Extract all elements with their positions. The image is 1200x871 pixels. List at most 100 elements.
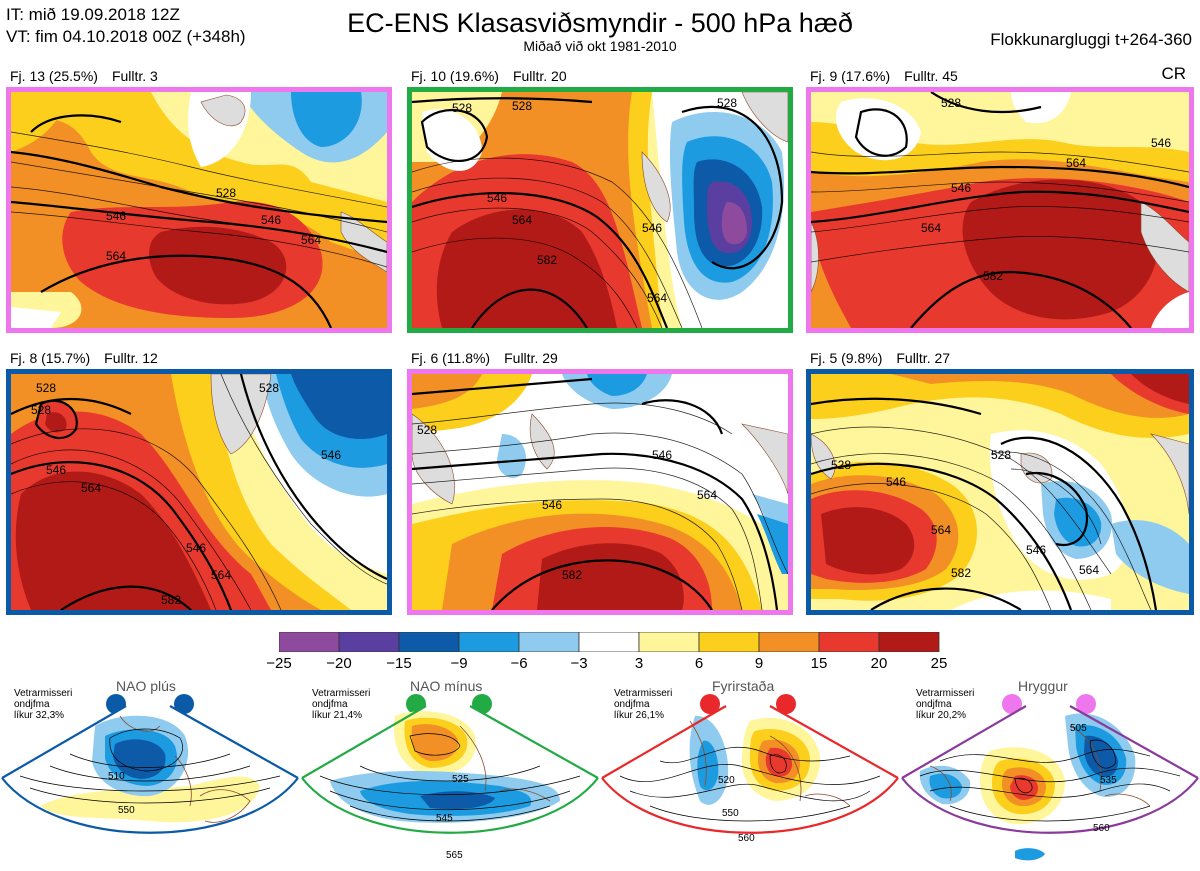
- contour-label: 520: [718, 775, 735, 786]
- clustering-window: Flokkunargluggi t+264-360: [990, 30, 1192, 49]
- contour-label: 564: [931, 523, 951, 537]
- cluster-map-5[interactable]: 528 546 546 564 582: [407, 369, 793, 615]
- contour-label: 546: [542, 498, 562, 512]
- contour-label: 546: [886, 475, 906, 489]
- contour-label: 535: [1100, 775, 1117, 786]
- contour-label: 528: [991, 448, 1011, 462]
- color-scale-tick: 6: [694, 655, 704, 672]
- contour-label: 560: [738, 833, 755, 844]
- contour-label: 564: [211, 568, 231, 582]
- contour-label: 528: [512, 99, 532, 113]
- cluster-map-2[interactable]: 528 528 528 546 546 564 582 564: [407, 87, 793, 333]
- regime-name: NAO plús: [116, 678, 176, 694]
- color-scale-swatch: [698, 632, 760, 652]
- regime-nao-plus[interactable]: NAO plús Vetrarmisseri ondjfma líkur 32,3%…: [0, 676, 300, 871]
- contour-label: 546: [951, 181, 971, 195]
- page-title: EC-ENS Klasasviðsmyndir - 500 hPa hæð: [347, 8, 853, 38]
- contour-label: 560: [1093, 823, 1110, 834]
- contour-label: 546: [1151, 136, 1171, 150]
- contour-label: 510: [108, 771, 125, 782]
- regime-marker-dot: [1076, 694, 1096, 714]
- color-scale-swatch: [818, 632, 880, 652]
- cluster-2-label: Fj. 10 (19.6%) Fulltr. 20: [411, 68, 567, 84]
- regime-marker-dot: [1002, 694, 1022, 714]
- regime-marker-dot: [174, 694, 194, 714]
- regime-note: Vetrarmisseri ondjfma líkur 20,2%: [916, 688, 975, 721]
- contour-label: 564: [106, 249, 126, 263]
- contour-label: 546: [46, 463, 66, 477]
- contour-label: 528: [941, 96, 961, 110]
- contour-label: 564: [647, 291, 667, 305]
- contour-label: 528: [216, 186, 236, 200]
- regime-marker-dot: [776, 694, 796, 714]
- contour-label: 550: [722, 808, 739, 819]
- regime-name: NAO mínus: [410, 678, 483, 694]
- color-scale-bar: [279, 632, 940, 652]
- page-subtitle: Miðað við okt 1981-2010: [523, 38, 677, 54]
- cluster-map-6[interactable]: 528 528 546 564 582 546 564: [806, 369, 1194, 615]
- cluster-6-label: Fj. 5 (9.8%) Fulltr. 27: [810, 350, 951, 366]
- contour-label: 546: [186, 541, 206, 555]
- color-scale-swatch: [458, 632, 520, 652]
- contour-label: 546: [261, 213, 281, 227]
- color-scale-swatch: [338, 632, 400, 652]
- contour-label: 564: [921, 221, 941, 235]
- contour-label: 564: [697, 488, 717, 502]
- contour-label: 528: [717, 96, 737, 110]
- cluster-5-label: Fj. 6 (11.8%) Fulltr. 29: [411, 350, 558, 366]
- contour-label: 582: [537, 253, 557, 267]
- regime-name: Hryggur: [1018, 678, 1068, 694]
- color-scale-tick: −3: [570, 655, 588, 672]
- initial-time: IT: mið 19.09.2018 12Z: [6, 5, 180, 24]
- contour-label: 505: [1070, 723, 1087, 734]
- color-scale-swatch: [758, 632, 820, 652]
- color-scale-tick: −6: [510, 655, 528, 672]
- contour-label: 546: [487, 191, 507, 205]
- contour-label: 528: [831, 458, 851, 472]
- color-scale-tick: 3: [634, 655, 644, 672]
- color-scale-tick: 15: [810, 655, 828, 672]
- color-scale-tick: 25: [930, 655, 948, 672]
- color-scale-swatch: [398, 632, 460, 652]
- cluster-map-1[interactable]: 528 546 546 564 564: [6, 87, 392, 333]
- color-scale-swatch: [878, 632, 940, 652]
- cluster-4-label: Fj. 8 (15.7%) Fulltr. 12: [10, 350, 158, 366]
- contour-label: 564: [301, 233, 321, 247]
- contour-label: 582: [951, 566, 971, 580]
- color-scale-tick: −15: [386, 655, 412, 672]
- contour-label: 582: [161, 593, 181, 607]
- valid-time: VT: fim 04.10.2018 00Z (+348h): [6, 27, 246, 46]
- color-scale-swatch: [279, 632, 340, 652]
- color-scale-tick: −25: [266, 655, 292, 672]
- contour-label: 546: [652, 448, 672, 462]
- contour-label: 528: [31, 403, 51, 417]
- contour-label: 528: [259, 381, 279, 395]
- contour-label: 528: [36, 381, 56, 395]
- color-scale-swatch: [518, 632, 580, 652]
- cr-label: CR: [1161, 64, 1186, 83]
- cluster-3-label: Fj. 9 (17.6%) Fulltr. 45: [810, 68, 958, 84]
- regime-note: Vetrarmisseri ondjfma líkur 26,1%: [614, 688, 673, 721]
- regime-blocking[interactable]: Fyrirstaða Vetrarmisseri ondjfma líkur 26,…: [600, 676, 900, 871]
- contour-label: 582: [983, 269, 1003, 283]
- contour-label: 545: [436, 813, 453, 824]
- contour-label: 546: [321, 448, 341, 462]
- regime-note: Vetrarmisseri ondjfma líkur 32,3%: [14, 688, 73, 721]
- cluster-map-3[interactable]: 528 546 546 564 582 564: [806, 87, 1194, 333]
- color-scale-tick: −20: [326, 655, 352, 672]
- contour-label: 546: [642, 221, 662, 235]
- header-info: IT: mið 19.09.2018 12Z VT: fim 04.10.201…: [6, 4, 246, 48]
- color-scale-tick: 9: [754, 655, 764, 672]
- cluster-map-4[interactable]: 528 528 546 546 564 528 546 564 582: [6, 369, 392, 615]
- contour-label: 528: [417, 423, 437, 437]
- contour-label: 525: [452, 774, 469, 785]
- color-scale-swatch: [638, 632, 700, 652]
- regime-ridge[interactable]: Hryggur Vetrarmisseri ondjfma líkur 20,2%: [900, 676, 1200, 871]
- regime-name: Fyrirstaða: [712, 678, 775, 694]
- regime-nao-minus[interactable]: NAO mínus Vetrarmisseri ondjfma líkur 21,4…: [300, 676, 600, 871]
- color-scale-tick: 20: [870, 655, 888, 672]
- contour-label: 582: [562, 568, 582, 582]
- cluster-1-label: Fj. 13 (25.5%) Fulltr. 3: [10, 68, 158, 84]
- contour-label: 564: [512, 213, 532, 227]
- contour-label: 564: [1066, 156, 1086, 170]
